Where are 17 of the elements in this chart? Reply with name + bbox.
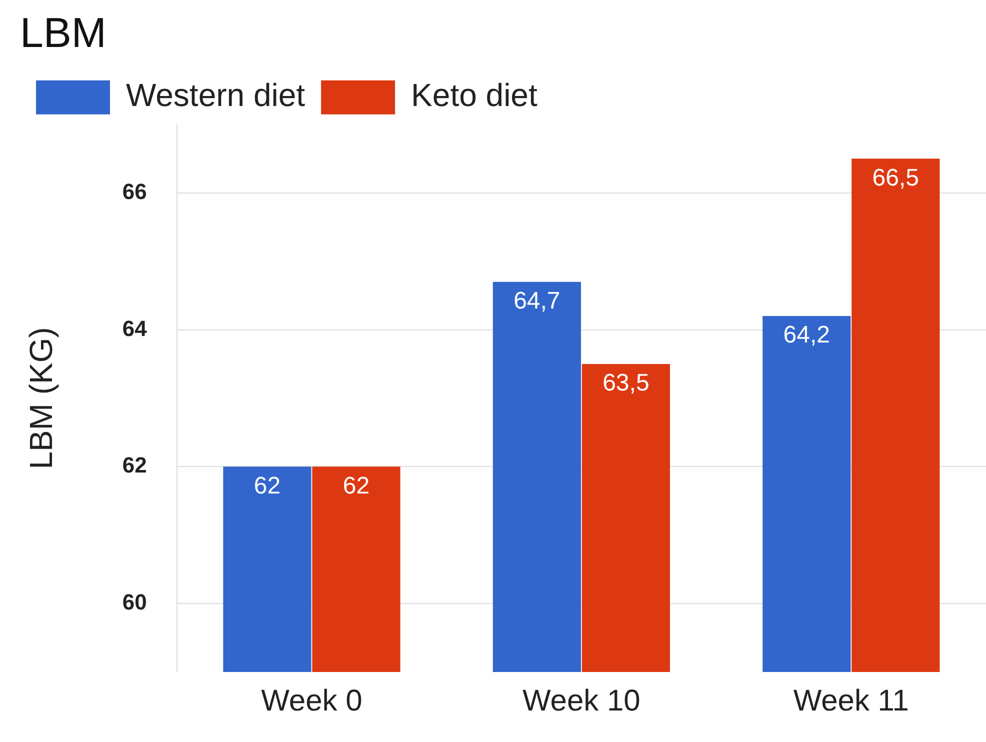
y-axis-title: LBM (KG) <box>23 327 60 470</box>
y-tick-label: 62 <box>122 452 147 478</box>
data-label: 62 <box>342 472 370 500</box>
x-tick-label: Week 11 <box>793 684 909 718</box>
legend-label: Keto diet <box>411 77 538 114</box>
y-tick-label: 64 <box>122 316 148 341</box>
data-label: 64,7 <box>514 287 560 314</box>
x-tick-label: Week 10 <box>522 684 640 718</box>
data-label: 63,5 <box>602 370 650 397</box>
x-tick-label: Week 0 <box>261 684 362 718</box>
chart-title: LBM <box>20 8 106 56</box>
data-label: 66,5 <box>872 164 920 192</box>
legend-label: Western diet <box>126 77 306 114</box>
data-label: 62 <box>254 472 281 500</box>
y-tick-label: 66 <box>122 178 147 204</box>
y-tick-label: 60 <box>122 590 147 615</box>
data-label: 64,2 <box>783 322 830 349</box>
